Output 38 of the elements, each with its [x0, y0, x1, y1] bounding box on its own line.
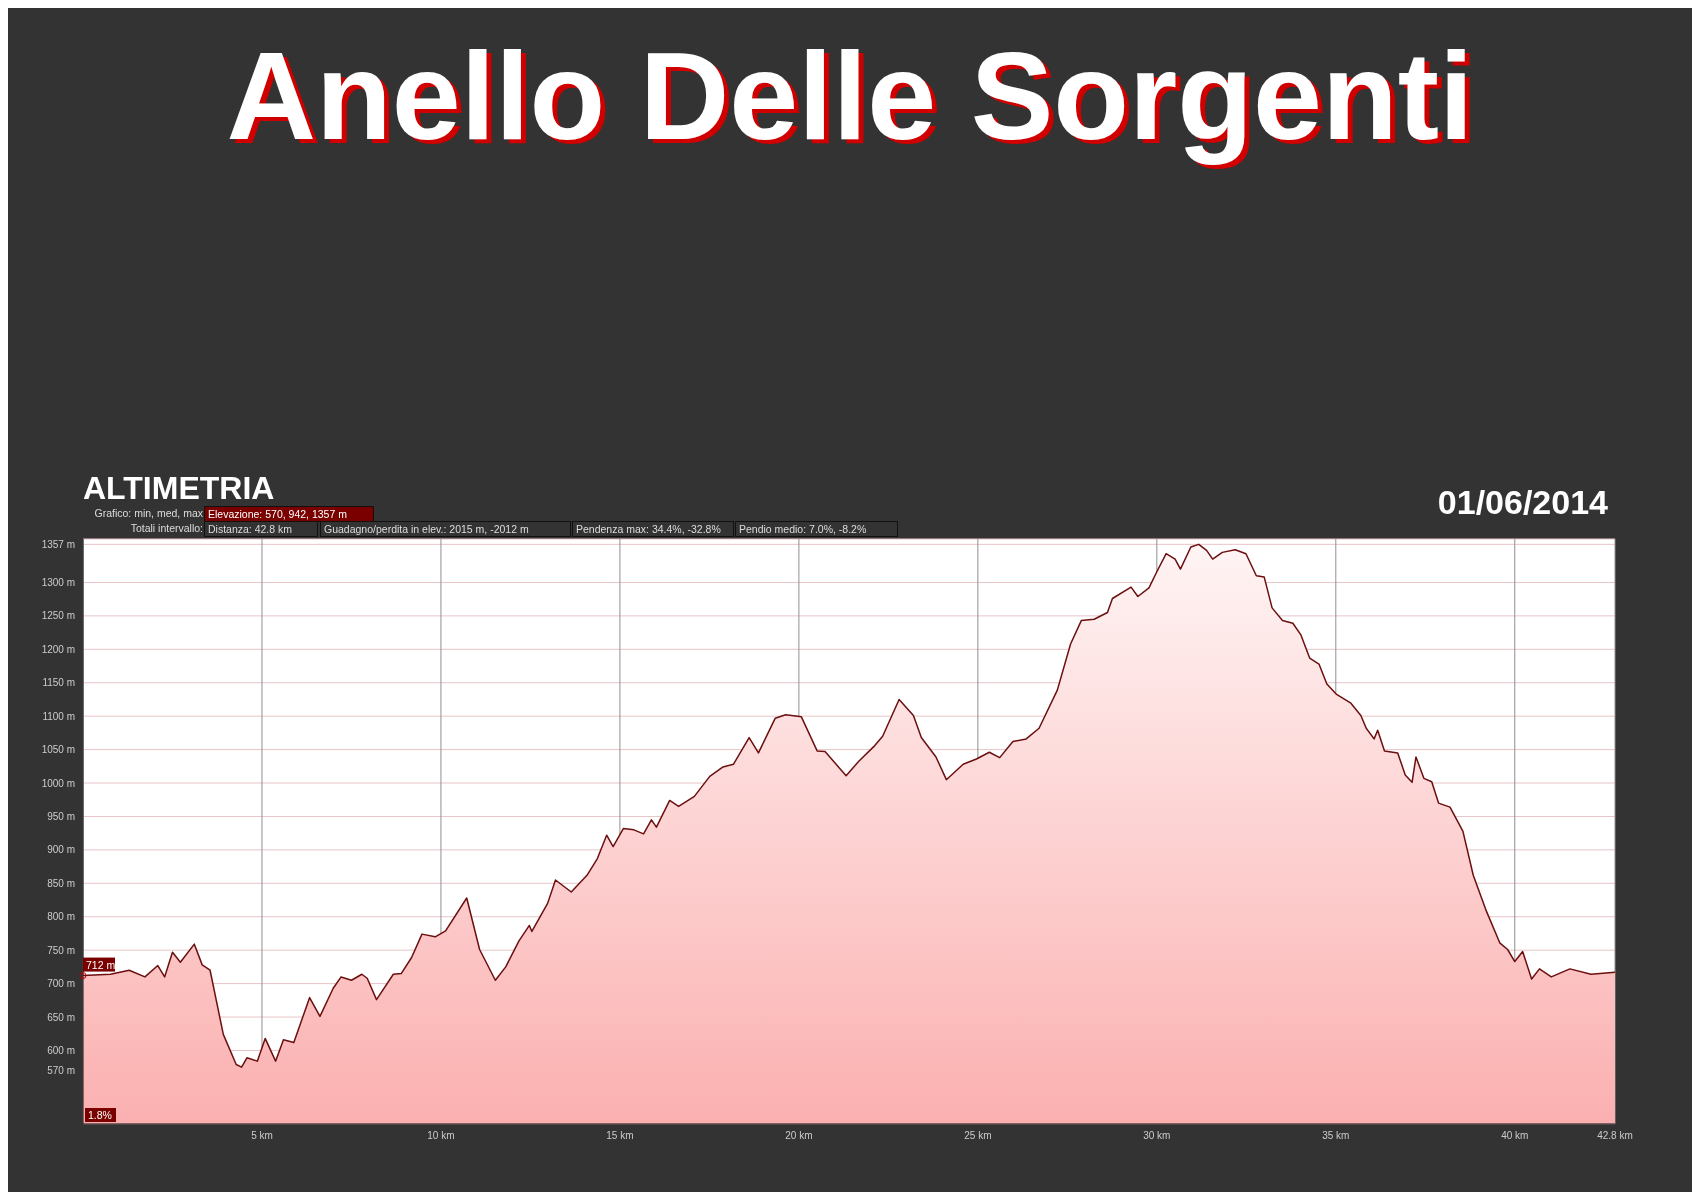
x-tick-label: 30 km — [1143, 1130, 1171, 1142]
text: Grafico: min, med, max — [93, 506, 203, 520]
x-tick-label: 25 km — [964, 1130, 992, 1142]
x-tick-label: 5 km — [251, 1130, 273, 1142]
annotation: 712 m — [86, 958, 116, 971]
y-tick-label: 600 m — [47, 1045, 75, 1057]
y-tick-label: 900 m — [47, 844, 75, 856]
y-tick-label: 1300 m — [41, 577, 75, 589]
text: 01/06/2014 — [1436, 483, 1608, 521]
y-tick-label: 850 m — [47, 877, 75, 889]
y-tick-label: 1000 m — [41, 777, 75, 789]
x-tick-label: 10 km — [427, 1130, 455, 1142]
chart-title: Anello Delle Sorgenti — [225, 27, 1475, 165]
text: Totali intervallo: — [129, 521, 203, 535]
y-tick-label: 1100 m — [42, 710, 75, 722]
y-tick-label: 650 m — [47, 1011, 75, 1023]
text: Elevazione: 570, 942, 1357 m — [204, 506, 374, 522]
y-tick-label: 570 m — [47, 1065, 75, 1077]
text: Distanza: 42.8 km — [204, 521, 318, 537]
y-tick-label: 1250 m — [41, 610, 75, 622]
annotation: 1.8% — [85, 1108, 116, 1122]
chart-subtitle: ALTIMETRIA — [83, 470, 275, 507]
x-tick-label: 42.8 km — [1597, 1130, 1633, 1142]
y-tick-label: 700 m — [47, 978, 75, 990]
text: Pendenza max: 34.4%, -32.8% — [572, 521, 734, 537]
y-tick-label: 750 m — [47, 944, 75, 956]
text: Guadagno/perdita in elev.: 2015 m, -2012 m — [320, 521, 571, 537]
y-tick-label: 800 m — [47, 911, 75, 923]
x-tick-label: 35 km — [1322, 1130, 1350, 1142]
y-tick-label: 950 m — [47, 811, 75, 823]
x-tick-label: 15 km — [606, 1130, 634, 1142]
y-tick-label: 1200 m — [41, 643, 75, 655]
y-tick-label: 1357 m — [41, 538, 75, 550]
y-tick-label: 1150 m — [42, 677, 75, 689]
x-tick-label: 40 km — [1501, 1130, 1529, 1142]
y-tick-label: 1050 m — [41, 744, 75, 756]
text: Pendio medio: 7.0%, -8.2% — [735, 521, 898, 537]
x-tick-label: 20 km — [785, 1130, 813, 1142]
